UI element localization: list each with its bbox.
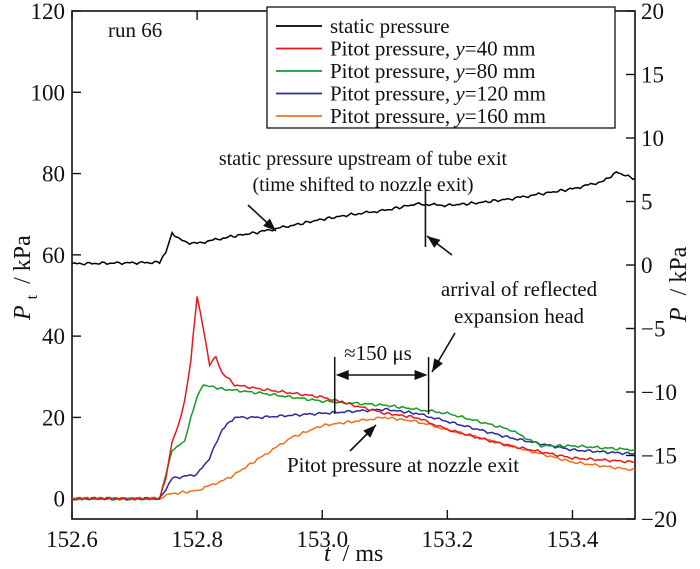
x-axis-var: t	[324, 541, 332, 567]
legend-label-var: y	[453, 82, 465, 106]
run-label: run 66	[108, 18, 162, 42]
series-line-0	[71, 171, 636, 266]
legend-label-prefix: Pitot pressure,	[330, 104, 455, 128]
interval-label: ≈150 μs	[344, 341, 412, 365]
y-left-axis-title: P t / kPa	[10, 235, 43, 321]
y-right-tick-label: 10	[641, 126, 664, 151]
y-left-axis-unit: / kPa	[10, 235, 36, 284]
legend-label: Pitot pressure, y=40 mm	[330, 37, 536, 61]
y-left-tick-label: 0	[54, 487, 66, 512]
nozzle-note: Pitot pressure at nozzle exit	[287, 453, 519, 477]
y-left-axis-var: P	[10, 305, 36, 321]
legend-label: static pressure	[330, 14, 450, 38]
x-tick-label: 153.4	[547, 527, 599, 552]
y-right-tick-label: −20	[641, 507, 677, 532]
x-axis-unit: / ms	[343, 541, 384, 567]
y-right-tick-label: −10	[641, 380, 677, 405]
legend-label-suffix: =80 mm	[465, 59, 536, 83]
upstream-note-line1: static pressure upstream of tube exit	[219, 148, 508, 170]
legend-label-suffix: =120 mm	[465, 82, 546, 106]
legend-label-prefix: Pitot pressure,	[330, 59, 455, 83]
static-reflected-arrow-head	[427, 236, 441, 248]
y-left-tick-label: 60	[42, 243, 65, 268]
legend-label: Pitot pressure, y=160 mm	[330, 104, 546, 128]
reflected-arrow-head	[432, 358, 443, 372]
interval-arrow-left	[335, 370, 349, 380]
legend-label-prefix: Pitot pressure,	[330, 82, 455, 106]
y-right-axis-var: P	[666, 307, 692, 323]
axis-ticks: 152.6 152.8 153.0 153.2 153.4020406080100120…	[31, 0, 677, 552]
legend-label-prefix: static pressure	[330, 14, 450, 38]
legend-label-var: y	[453, 59, 465, 83]
legend-label: Pitot pressure, y=80 mm	[330, 59, 536, 83]
x-tick-label: 152.6	[46, 527, 98, 552]
y-right-axis-unit: / kPa	[666, 246, 692, 295]
legend-box	[266, 6, 616, 129]
y-right-tick-label: −15	[641, 444, 677, 469]
x-axis-title: t / ms	[324, 541, 383, 567]
reflected-line2: expansion head	[454, 304, 585, 328]
upstream-arrow-head	[263, 218, 276, 231]
x-tick-label: 153.0	[296, 527, 348, 552]
interval-arrow-right	[414, 370, 428, 380]
legend-label-var: y	[453, 104, 465, 128]
x-tick-label: 152.8	[171, 527, 223, 552]
y-right-tick-label: 5	[641, 190, 653, 215]
y-right-tick-label: −5	[641, 317, 665, 342]
legend-label-suffix: =160 mm	[465, 104, 546, 128]
series-line-3	[71, 407, 636, 501]
legend-label-suffix: =40 mm	[465, 37, 536, 61]
x-tick-label: 153.2	[421, 527, 473, 552]
series-line-1	[71, 296, 636, 501]
y-right-tick-label: 0	[641, 253, 653, 278]
legend-label-prefix: Pitot pressure,	[330, 37, 455, 61]
legend-label-var: y	[453, 37, 465, 61]
y-left-tick-label: 20	[42, 405, 65, 430]
y-left-tick-label: 100	[31, 80, 66, 105]
series-layer	[71, 171, 636, 501]
series-line-2	[71, 384, 636, 501]
y-left-tick-label: 80	[42, 162, 65, 187]
y-left-tick-label: 40	[42, 324, 65, 349]
reflected-line1: arrival of reflected	[441, 277, 598, 301]
y-right-axis-title: P / kPa	[666, 246, 692, 323]
y-left-tick-label: 120	[31, 0, 66, 24]
y-right-tick-label: 15	[641, 63, 664, 88]
y-left-axis-sub: t	[24, 294, 41, 299]
y-right-tick-label: 20	[641, 0, 664, 24]
annotations-layer: static pressure upstream of tube exit (ti…	[219, 148, 598, 477]
upstream-note-line2: (time shifted to nozzle exit)	[252, 174, 473, 196]
nozzle-arrow-head	[363, 425, 376, 438]
legend-label: Pitot pressure, y=120 mm	[330, 82, 546, 106]
